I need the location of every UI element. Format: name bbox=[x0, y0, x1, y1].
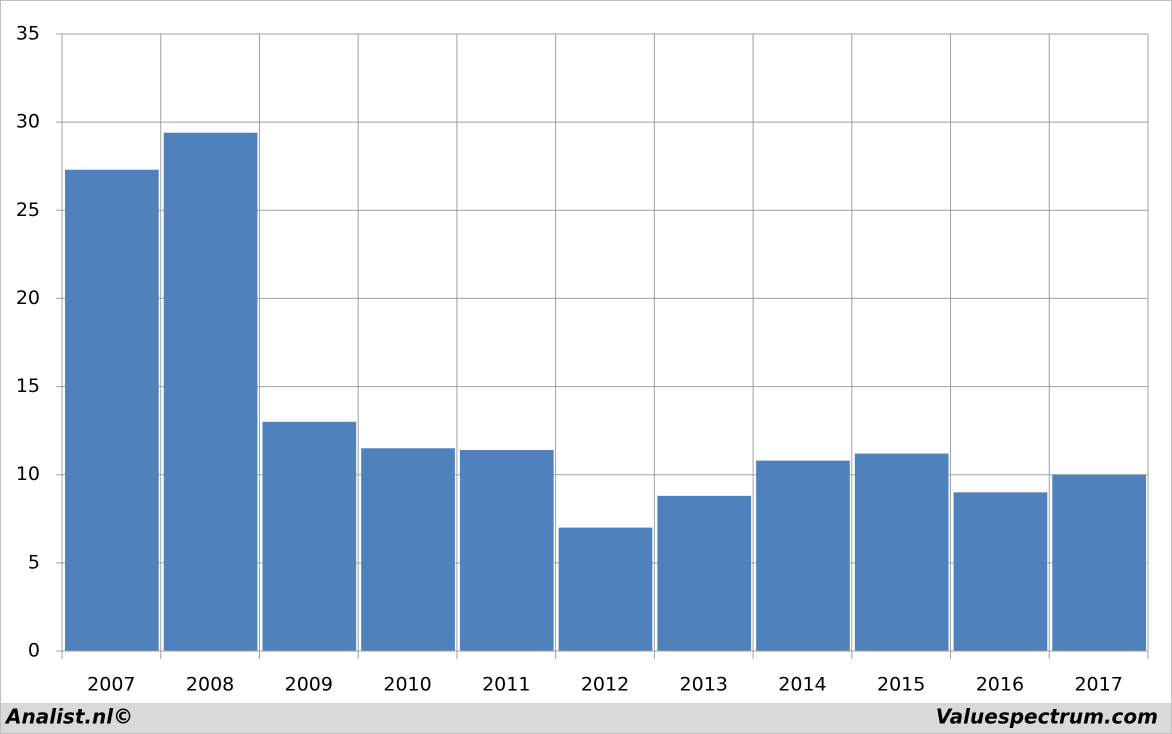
x-tick-label: 2015 bbox=[877, 674, 925, 696]
bar bbox=[756, 460, 850, 651]
y-tick-label: 5 bbox=[28, 551, 40, 573]
x-tick-label: 2010 bbox=[383, 674, 431, 696]
bar bbox=[953, 492, 1048, 651]
y-tick-label: 10 bbox=[16, 463, 40, 485]
x-tick-label: 2008 bbox=[186, 674, 234, 696]
y-tick-label: 20 bbox=[16, 287, 40, 309]
bar bbox=[558, 527, 653, 651]
bar bbox=[262, 421, 357, 651]
x-tick-label: 2014 bbox=[778, 674, 826, 696]
y-tick-label: 25 bbox=[16, 199, 40, 221]
footer-left: Analist.nl© bbox=[4, 705, 133, 729]
bar bbox=[854, 453, 949, 651]
x-tick-label: 2007 bbox=[87, 674, 135, 696]
y-tick-label: 0 bbox=[28, 640, 40, 662]
x-tick-label: 2017 bbox=[1074, 674, 1122, 696]
bar bbox=[163, 132, 258, 652]
x-tick-label: 2016 bbox=[976, 674, 1024, 696]
x-tick-label: 2011 bbox=[482, 674, 530, 696]
footer-right: Valuespectrum.com bbox=[936, 705, 1158, 729]
bar bbox=[1052, 474, 1146, 651]
bar bbox=[657, 495, 752, 651]
x-tick-label: 2013 bbox=[680, 674, 728, 696]
y-tick-label: 35 bbox=[16, 23, 40, 45]
y-tick-label: 30 bbox=[16, 111, 40, 133]
y-tick-label: 15 bbox=[16, 375, 40, 397]
bar bbox=[361, 448, 455, 651]
x-tick-label: 2012 bbox=[581, 674, 629, 696]
x-tick-label: 2009 bbox=[285, 674, 333, 696]
bar bbox=[65, 169, 159, 652]
bar bbox=[459, 450, 554, 651]
footer-band bbox=[1, 703, 1171, 733]
